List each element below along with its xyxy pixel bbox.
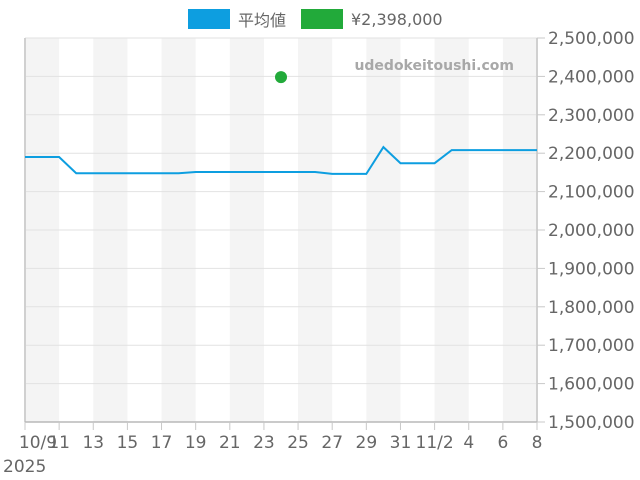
y-tick-label: 1,700,000 [548, 336, 635, 356]
y-tick-label: 2,100,000 [548, 183, 635, 203]
x-tick-label: 29 [356, 433, 378, 453]
y-tick-label: 2,400,000 [548, 67, 635, 87]
y-tick-label: 2,200,000 [548, 144, 635, 164]
x-tick-label: 11 [48, 433, 70, 453]
x-tick-label: 27 [321, 433, 343, 453]
x-tick-label: 21 [219, 433, 241, 453]
x-axis-year-label: 2025 [3, 457, 46, 477]
x-tick-label: 15 [117, 433, 139, 453]
x-tick-label: 6 [497, 433, 508, 453]
legend-swatch-price [301, 9, 343, 29]
x-tick-label: 13 [82, 433, 104, 453]
y-tick-label: 1,500,000 [548, 413, 635, 433]
legend-label-price: ¥2,398,000 [351, 9, 443, 29]
x-tick-label: 19 [185, 433, 207, 453]
price-data-point[interactable] [275, 71, 287, 84]
legend-item-average[interactable]: 平均値 [188, 8, 286, 30]
y-axis-ticks: 2,500,000 2,400,000 2,300,000 2,200,000 2,10… [537, 29, 635, 433]
legend-label-average: 平均値 [238, 11, 287, 30]
x-tick-label: 31 [390, 433, 412, 453]
legend-item-price[interactable]: ¥2,398,000 [301, 8, 443, 30]
y-tick-label: 1,800,000 [548, 298, 635, 318]
chart-legend: 平均値 ¥2,398,000 [0, 8, 640, 30]
x-tick-label: 8 [532, 433, 543, 453]
average-price-line[interactable] [25, 145, 537, 175]
y-tick-label: 2,500,000 [548, 29, 635, 49]
legend-swatch-average [188, 9, 230, 29]
x-tick-label: 11/2 [416, 433, 454, 453]
x-tick-label: 25 [287, 433, 309, 453]
x-tick-label: 10/9 [19, 433, 57, 453]
x-tick-label: 4 [463, 433, 474, 453]
y-tick-label: 1,600,000 [548, 375, 635, 395]
y-tick-label: 1,900,000 [548, 259, 635, 279]
x-axis-ticks: 10/911 13 15 17 19 21 23 25 27 29 31 11/2 4 6 8 [19, 422, 543, 453]
x-tick-label: 17 [151, 433, 173, 453]
y-tick-label: 2,000,000 [548, 221, 635, 241]
y-tick-label: 2,300,000 [548, 106, 635, 126]
watermark: udedokeitoushi.com [354, 58, 514, 74]
x-tick-label: 23 [253, 433, 275, 453]
